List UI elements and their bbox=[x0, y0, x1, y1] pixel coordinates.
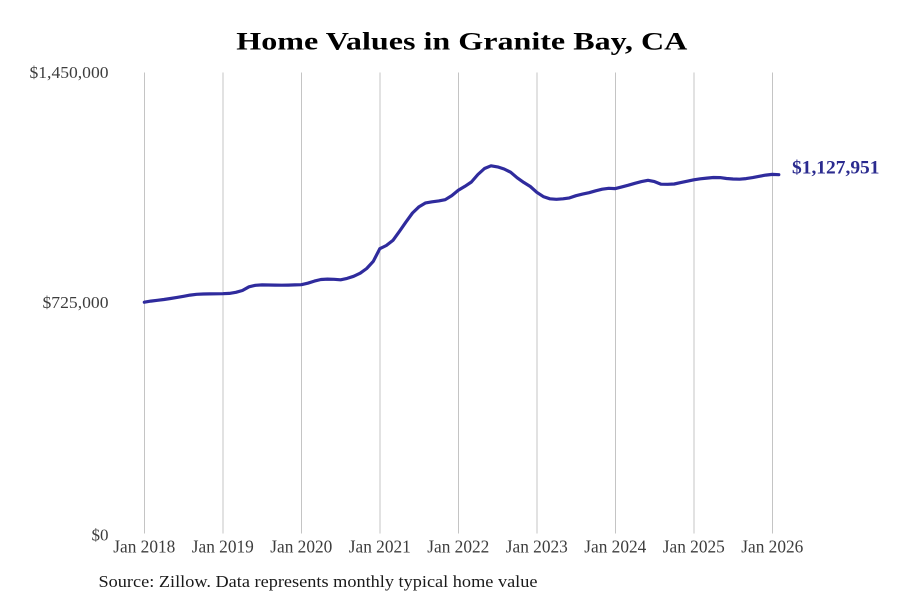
svg-text:Source: Zillow. Data represent: Source: Zillow. Data represents monthly … bbox=[99, 572, 538, 591]
svg-text:Jan 2025: Jan 2025 bbox=[663, 536, 725, 556]
svg-text:Jan 2023: Jan 2023 bbox=[506, 536, 568, 556]
svg-text:Home Values in Granite Bay, CA: Home Values in Granite Bay, CA bbox=[236, 28, 687, 55]
svg-text:Jan 2024: Jan 2024 bbox=[584, 536, 646, 556]
svg-text:$0: $0 bbox=[92, 526, 109, 545]
svg-text:$725,000: $725,000 bbox=[43, 293, 109, 312]
svg-text:$1,450,000: $1,450,000 bbox=[30, 63, 109, 82]
svg-text:$1,127,951: $1,127,951 bbox=[792, 158, 880, 179]
svg-text:Jan 2026: Jan 2026 bbox=[741, 536, 803, 556]
svg-text:Jan 2021: Jan 2021 bbox=[349, 536, 411, 556]
svg-text:Jan 2018: Jan 2018 bbox=[113, 536, 175, 556]
svg-text:Jan 2019: Jan 2019 bbox=[192, 536, 254, 556]
svg-text:Jan 2020: Jan 2020 bbox=[270, 536, 332, 556]
svg-text:Jan 2022: Jan 2022 bbox=[427, 536, 489, 556]
